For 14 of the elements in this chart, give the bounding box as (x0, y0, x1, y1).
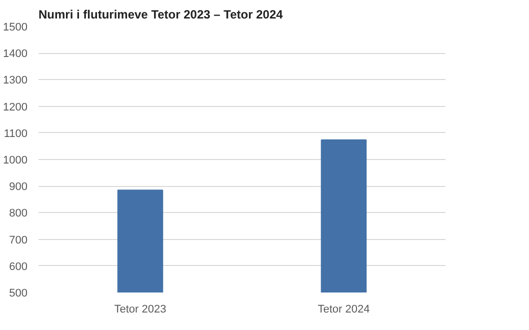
y-tick-label: 600 (9, 260, 28, 273)
y-tick-label: 500 (9, 288, 28, 300)
y-tick-label: 1400 (3, 48, 28, 60)
y-tick-label: 1000 (3, 154, 28, 166)
y-tick-label: 700 (9, 234, 28, 246)
y-tick-label: 900 (9, 181, 28, 194)
y-tick-label: 1200 (3, 101, 28, 114)
chart-title: Numri i fluturimeve Tetor 2023 – Tetor 2024 (38, 8, 284, 22)
x-tick-label: Tetor 2024 (318, 304, 370, 316)
y-tick-label: 1500 (3, 22, 28, 34)
x-tick-label: Tetor 2023 (114, 304, 166, 316)
y-tick-label: 800 (9, 208, 28, 220)
y-tick-label: 1100 (4, 128, 28, 140)
y-tick-label: 1300 (3, 74, 28, 87)
